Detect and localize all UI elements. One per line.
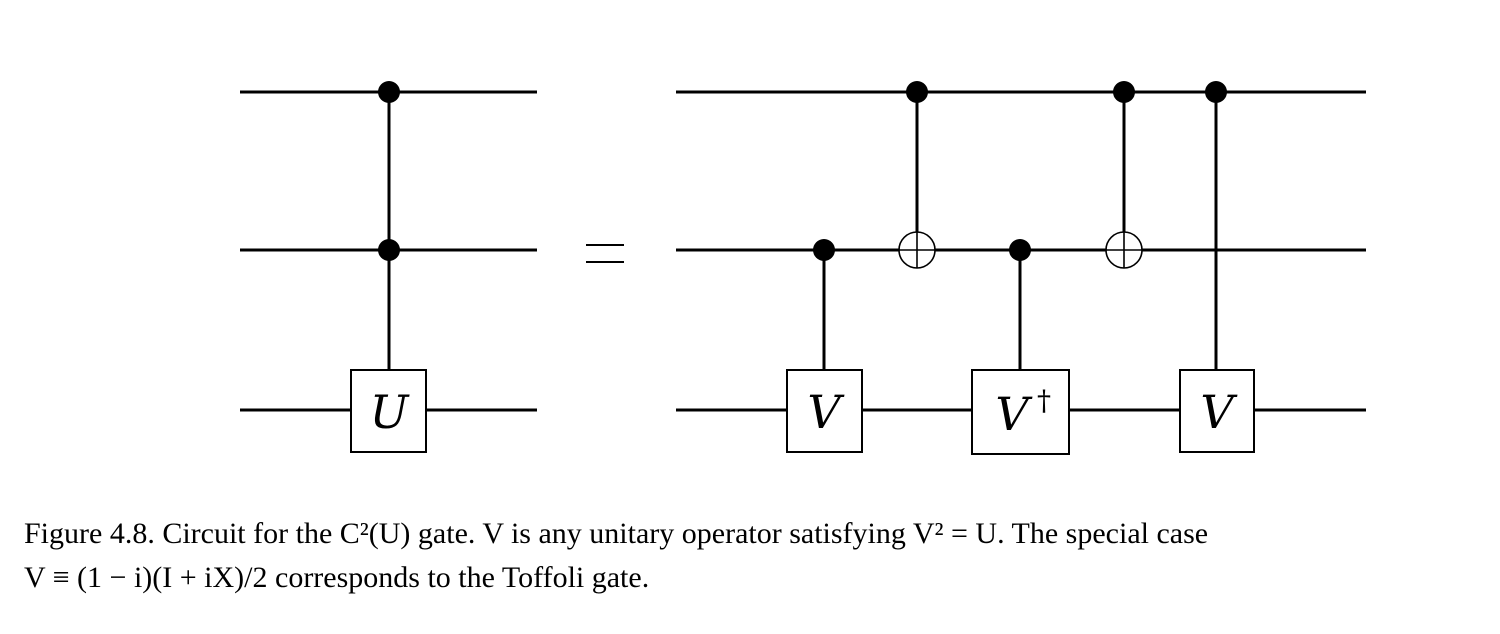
caption-line-1: Figure 4.8. Circuit for the C²(U) gate. … <box>24 517 1209 550</box>
circuit-diagram: U V V † <box>240 81 1366 455</box>
gate-v1-box <box>786 369 863 453</box>
caption-line-2: V ≡ (1 − i)(I + iX)/2 corresponds to the… <box>24 561 650 594</box>
control-dot-top-u <box>378 81 400 103</box>
gate-v1-label: V <box>807 385 845 439</box>
gate-u-box <box>350 369 427 453</box>
figure-caption: Figure 4.8. Circuit for the C²(U) gate. … <box>24 512 1464 600</box>
right-circuit: V V † V <box>676 81 1366 455</box>
control-dot-middle-u <box>378 239 400 261</box>
gate-vdag-box <box>971 369 1070 455</box>
cnot-control-dot-1 <box>906 81 928 103</box>
equals-sign <box>586 244 624 263</box>
gate-v2-box <box>1179 369 1255 453</box>
control-dot-v2 <box>1205 81 1227 103</box>
control-dot-vdag <box>1009 239 1031 261</box>
gate-v2-label: V <box>1200 385 1238 439</box>
gate-vdag-label: V <box>995 387 1033 441</box>
control-dot-v1 <box>813 239 835 261</box>
cnot-control-dot-2 <box>1113 81 1135 103</box>
dagger-symbol: † <box>1037 384 1051 417</box>
left-circuit: U <box>240 81 537 453</box>
gate-u-label: U <box>370 385 411 439</box>
